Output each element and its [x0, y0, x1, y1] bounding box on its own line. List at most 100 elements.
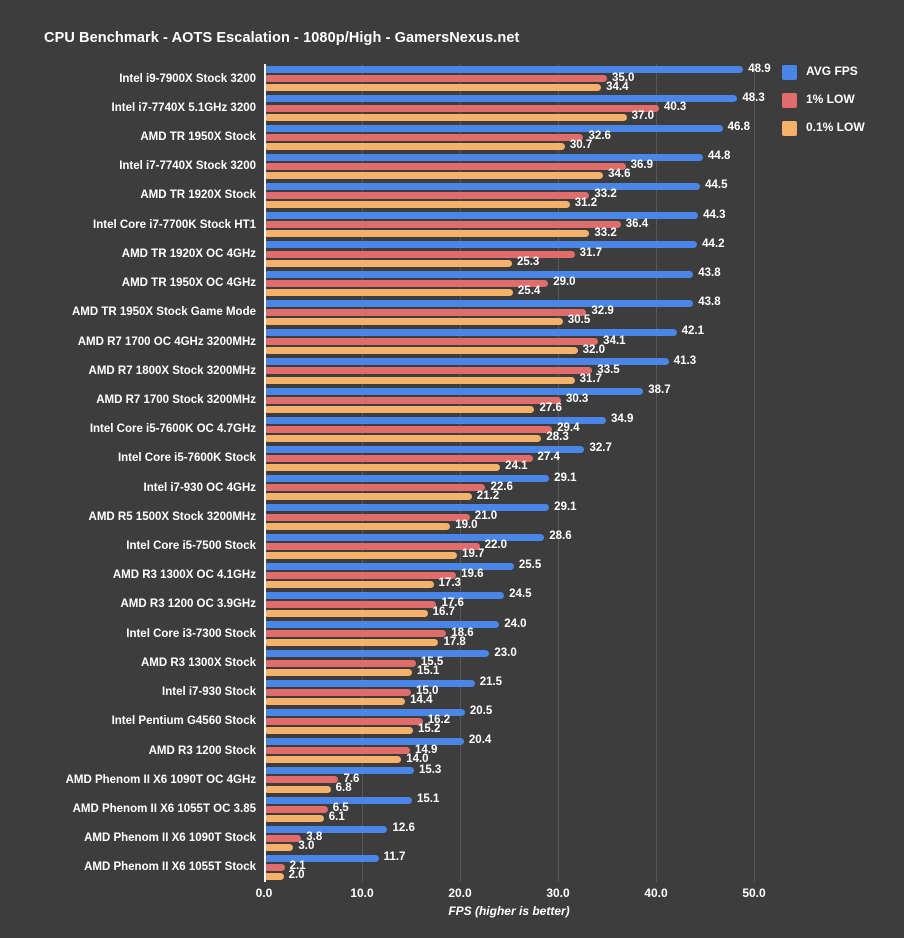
x-tick-label: 30.0 — [546, 886, 570, 900]
bar-avg — [264, 358, 669, 366]
category-label: Intel i7-7740X 5.1GHz 3200 — [111, 101, 256, 114]
x-tick-label: 40.0 — [644, 886, 668, 900]
x-tick-label: 20.0 — [448, 886, 472, 900]
bar-value-label: 41.3 — [673, 354, 697, 367]
bar-value-label: 14.0 — [406, 752, 429, 765]
x-tick-label: 50.0 — [742, 886, 766, 900]
bar-value-label: 19.6 — [461, 568, 484, 581]
bar-value-label: 29.0 — [553, 276, 576, 289]
bar-avg — [264, 650, 490, 658]
bar-low1 — [264, 718, 423, 725]
category-label: Intel Core i7-7700K Stock HT1 — [93, 218, 256, 231]
category-label: Intel Core i5-7600K Stock — [117, 452, 256, 465]
bar-value-label: 28.6 — [549, 529, 572, 542]
bar-low01 — [264, 113, 627, 121]
category-label: Intel i9-7900X Stock 3200 — [119, 72, 256, 85]
bar-value-label: 44.3 — [703, 208, 726, 221]
bar-value-label: 44.2 — [702, 237, 725, 250]
bar-low1 — [264, 513, 470, 521]
bar-group: 23.0 15.5 15.1 — [264, 647, 754, 677]
bar-avg — [264, 796, 412, 804]
bar-low1 — [264, 75, 607, 83]
category-label: AMD Phenom II X6 1055T OC 3.85 — [72, 802, 256, 815]
bar-value-label: 29.1 — [554, 500, 577, 513]
bar-group: 42.1 34.1 32.0 — [264, 326, 754, 356]
bar-low01 — [264, 873, 284, 881]
bar-low01 — [264, 493, 472, 501]
bar-value-label: 27.6 — [539, 401, 562, 414]
bar-value-label: 15.2 — [417, 723, 441, 736]
bar-low01 — [264, 405, 535, 413]
bar-low01 — [264, 522, 451, 530]
bar-group: 21.5 15.0 14.4 — [264, 676, 754, 707]
bar-low1 — [264, 601, 437, 609]
bar-avg — [264, 825, 388, 833]
bar-value-label: 20.4 — [468, 734, 492, 747]
bar-value-label: 16.2 — [427, 714, 451, 727]
bar-low1 — [264, 279, 549, 287]
bar-low1 — [264, 162, 626, 170]
bar-value-label: 35.0 — [612, 71, 635, 84]
bar-avg — [264, 153, 704, 161]
bar-value-label: 3.8 — [306, 831, 323, 844]
bar-low01 — [264, 785, 331, 793]
bar-value-label: 15.1 — [416, 792, 440, 805]
category-label: Intel Core i3-7300 Stock — [126, 627, 256, 640]
bar-value-label: 15.3 — [418, 763, 442, 776]
category-label: AMD TR 1920X Stock — [140, 189, 256, 202]
bar-value-label: 43.8 — [698, 296, 721, 309]
bar-avg — [264, 504, 550, 512]
bar-group: 44.3 36.4 33.2 — [264, 208, 754, 239]
legend-item[interactable]: AVG FPS — [782, 64, 900, 80]
category-label: AMD Phenom II X6 1090T Stock — [84, 832, 256, 845]
chart-legend: AVG FPS 1% LOW 0.1% LOW — [782, 64, 900, 148]
bar-value-label: 34.4 — [606, 80, 629, 93]
bar-value-label: 30.3 — [565, 392, 589, 405]
bar-low01 — [264, 727, 413, 735]
bar-value-label: 31.7 — [579, 372, 603, 385]
category-label: AMD TR 1920X OC 4GHz — [121, 247, 256, 260]
bar-group: 29.1 21.0 19.0 — [264, 500, 754, 531]
legend-item[interactable]: 0.1% LOW — [782, 120, 900, 136]
bar-value-label: 48.3 — [742, 91, 765, 104]
bar-low01 — [264, 318, 563, 326]
bar-value-label: 36.4 — [625, 217, 649, 230]
x-tick-label: 0.0 — [255, 886, 273, 900]
bar-value-label: 29.4 — [557, 422, 580, 435]
y-axis-line — [264, 64, 266, 882]
gridline — [460, 64, 461, 882]
legend-color-swatch — [782, 121, 797, 136]
bar-value-label: 25.5 — [518, 559, 542, 572]
bar-low1 — [264, 864, 285, 872]
bar-value-label: 37.0 — [631, 109, 654, 122]
bar-value-label: 2.1 — [289, 860, 306, 873]
bar-low01 — [264, 230, 590, 238]
gridline — [362, 64, 363, 882]
bar-avg — [264, 299, 694, 307]
bar-value-label: 48.9 — [748, 62, 771, 75]
bar-low1 — [264, 425, 553, 433]
bar-value-label: 19.7 — [462, 548, 485, 561]
bar-group: 48.3 40.3 37.0 — [264, 92, 765, 122]
category-label: Intel Pentium G4560 Stock — [111, 715, 256, 728]
bar-value-label: 27.4 — [537, 451, 560, 464]
bar-group: 12.6 3.8 3.0 — [264, 823, 754, 853]
bar-avg — [264, 738, 464, 746]
legend-item[interactable]: 1% LOW — [782, 92, 900, 108]
bar-low01 — [264, 142, 565, 150]
bar-value-label: 33.5 — [597, 363, 620, 376]
bar-low1 — [264, 192, 590, 200]
legend-label: 1% LOW — [806, 92, 855, 106]
category-label: Intel i7-930 OC 4GHz — [143, 481, 256, 494]
bar-value-label: 32.9 — [591, 305, 614, 318]
bar-group: 48.9 35.0 34.4 — [264, 63, 771, 93]
bar-value-label: 30.7 — [569, 139, 593, 152]
bar-value-label: 24.0 — [504, 617, 527, 630]
category-label: AMD TR 1950X OC 4GHz — [121, 277, 256, 290]
bar-avg — [264, 416, 607, 424]
category-label: AMD R7 1800X Stock 3200MHz — [88, 364, 256, 377]
bar-group: 38.7 30.3 27.6 — [264, 384, 754, 414]
bar-avg — [264, 95, 738, 103]
bar-value-label: 17.6 — [441, 597, 464, 610]
